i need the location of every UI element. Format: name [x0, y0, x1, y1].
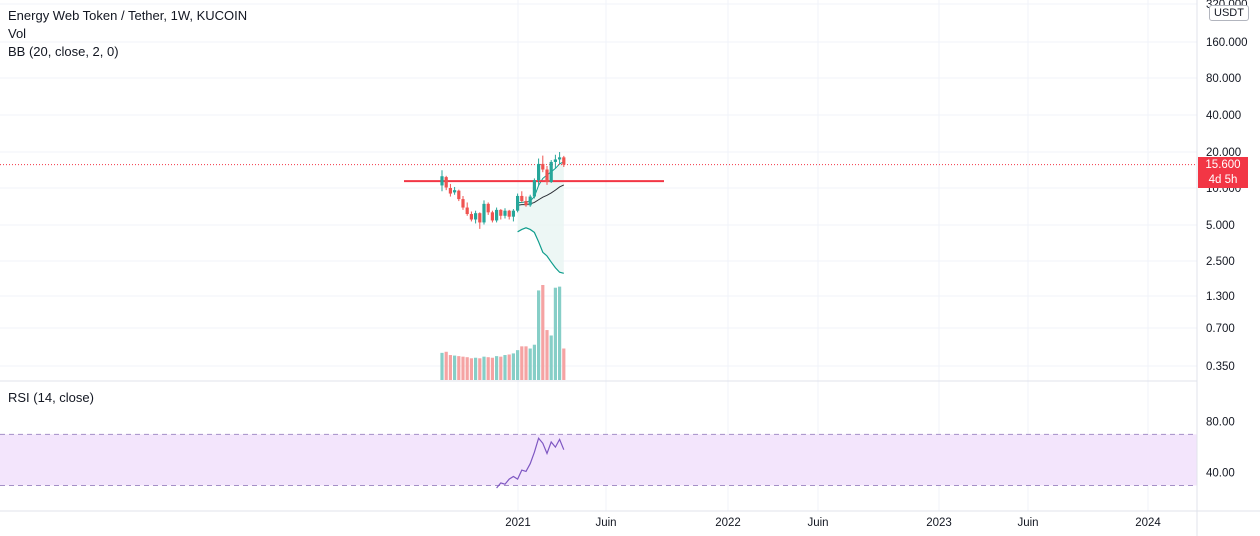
- volume-bar: [444, 351, 448, 380]
- volume-bar: [474, 357, 478, 380]
- candle-body: [549, 161, 553, 183]
- volume-bar: [478, 358, 482, 380]
- volume-bar: [469, 358, 473, 380]
- volume-bar: [495, 356, 499, 380]
- candles: [440, 152, 566, 229]
- volume-bar: [541, 285, 545, 380]
- candle-body: [528, 196, 532, 206]
- volume-bar: [558, 286, 562, 380]
- time-tick-label: Juin: [1017, 517, 1038, 529]
- candle-body: [503, 210, 507, 216]
- price-tick-label: 160.000: [1206, 37, 1248, 49]
- price-tick-label: 40.000: [1206, 110, 1241, 122]
- bar-countdown-tag: 4d 5h: [1198, 172, 1248, 188]
- bollinger-fill: [517, 161, 564, 274]
- time-tick-label: 2022: [715, 517, 741, 529]
- rsi-legend[interactable]: RSI (14, close): [8, 390, 94, 405]
- candle-body: [537, 163, 541, 181]
- volume-bar: [461, 356, 465, 380]
- candle-body: [486, 203, 490, 213]
- candle-body: [562, 157, 566, 165]
- candle-body: [558, 157, 562, 160]
- volume-bar: [453, 355, 457, 380]
- candle-body: [532, 180, 536, 197]
- volume-bar: [490, 357, 494, 380]
- candle-body: [448, 188, 452, 194]
- candle-body: [495, 209, 499, 221]
- candle-body: [524, 201, 528, 206]
- candle-body: [520, 195, 524, 202]
- candle-body: [553, 159, 557, 162]
- rsi-tick-label: 40.00: [1206, 468, 1235, 480]
- volume-bars: [440, 285, 566, 380]
- volume-bar: [440, 352, 444, 380]
- rsi-pane: [0, 433, 1197, 489]
- rsi-band: [0, 434, 1197, 486]
- volume-bar: [528, 348, 532, 380]
- volume-bar: [545, 330, 549, 380]
- last-price-tag: 15.600: [1198, 157, 1248, 173]
- volume-bar: [486, 357, 490, 380]
- candle-body: [511, 210, 515, 217]
- price-tick-label: 2.500: [1206, 256, 1235, 268]
- volume-bar: [516, 350, 520, 380]
- volume-bar: [503, 355, 507, 380]
- rsi-line: [496, 436, 565, 489]
- time-tick-label: 2023: [926, 517, 952, 529]
- time-tick-label: 2021: [505, 517, 531, 529]
- time-tick-label: 2024: [1135, 517, 1161, 529]
- price-tick-label: 0.350: [1206, 361, 1235, 373]
- volume-bar: [553, 287, 557, 380]
- candle-body: [469, 214, 473, 220]
- bollinger-bands: [517, 161, 565, 274]
- grid-lines: [0, 0, 1197, 511]
- volume-legend[interactable]: Vol: [8, 26, 27, 41]
- currency-unit-badge[interactable]: USDT: [1209, 5, 1249, 21]
- candle-body: [457, 190, 461, 200]
- price-tick-label: 1.300: [1206, 291, 1235, 303]
- candle-body: [453, 190, 457, 193]
- volume-bar: [499, 356, 503, 380]
- candle-body: [499, 209, 503, 216]
- volume-bar: [511, 353, 515, 380]
- candle-body: [474, 213, 478, 220]
- volume-bar: [482, 356, 486, 380]
- candle-body: [507, 210, 511, 217]
- volume-bar: [524, 346, 528, 380]
- candle-body: [490, 212, 494, 221]
- time-tick-label: Juin: [807, 517, 828, 529]
- volume-bar: [537, 290, 541, 380]
- price-tick-label: 0.700: [1206, 323, 1235, 335]
- candle-body: [465, 207, 469, 215]
- time-tick-label: Juin: [595, 517, 616, 529]
- candle-body: [440, 176, 444, 186]
- volume-bar: [457, 356, 461, 380]
- volume-bar: [562, 348, 566, 380]
- price-tick-label: 5.000: [1206, 220, 1235, 232]
- candle-body: [461, 199, 465, 208]
- rsi-tick-label: 80.00: [1206, 417, 1235, 429]
- candle-body: [482, 203, 486, 223]
- horizontal-line[interactable]: [0, 164, 1197, 183]
- price-tick-label: 80.000: [1206, 73, 1241, 85]
- price-tick-label: 20.000: [1206, 147, 1241, 159]
- volume-bar: [448, 355, 452, 380]
- candle-body: [541, 163, 545, 170]
- volume-bar: [549, 335, 553, 380]
- candle-body: [516, 195, 520, 211]
- bollinger-legend[interactable]: BB (20, close, 2, 0): [8, 44, 119, 59]
- symbol-title[interactable]: Energy Web Token / Tether, 1W, KUCOIN: [8, 8, 248, 23]
- bollinger-lower: [517, 227, 564, 274]
- candle-body: [444, 177, 448, 188]
- candle-body: [478, 213, 482, 223]
- volume-bar: [520, 346, 524, 380]
- volume-bar: [507, 354, 511, 380]
- volume-bar: [532, 344, 536, 380]
- candle-body: [545, 169, 549, 183]
- volume-bar: [465, 357, 469, 380]
